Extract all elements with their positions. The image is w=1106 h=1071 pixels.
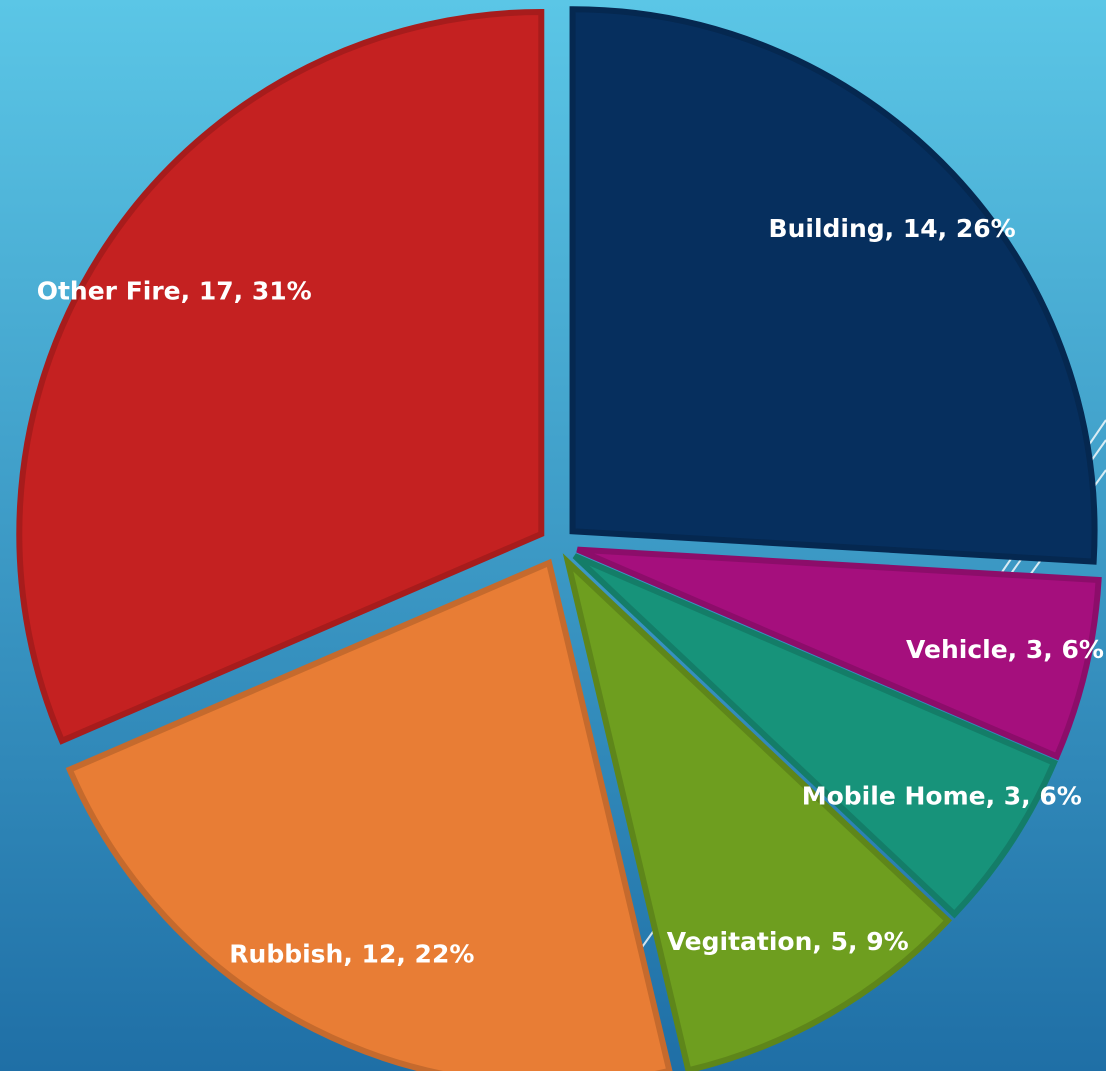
data-label: Vegitation, 5, 9% [667, 927, 909, 956]
data-label: Building, 14, 26% [769, 214, 1016, 243]
data-label: Rubbish, 12, 22% [229, 939, 474, 968]
slice [569, 6, 1098, 565]
pie [16, 6, 1102, 1071]
data-label: Vehicle, 3, 6% [906, 635, 1104, 664]
slice [572, 553, 1058, 919]
labels: Building, 14, 26% Vehicle, 3, 6% Mobile Ho… [37, 214, 1104, 969]
data-label: Other Fire, 17, 31% [37, 277, 312, 306]
slice [562, 553, 952, 1071]
slice [576, 546, 1102, 761]
slice [16, 9, 545, 745]
data-label: Mobile Home, 3, 6% [802, 781, 1082, 810]
slice [65, 558, 673, 1071]
